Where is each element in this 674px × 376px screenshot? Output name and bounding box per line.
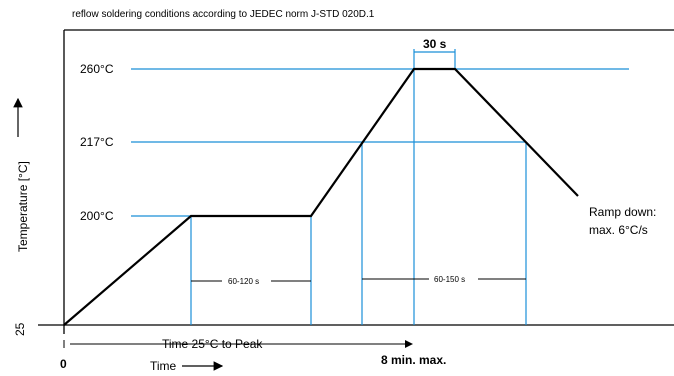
max-time-label: 8 min. max. xyxy=(381,353,446,367)
diagram-caption: reflow soldering conditions according to… xyxy=(72,9,375,20)
temp-label-200: 200°C xyxy=(80,209,114,223)
diagram-frame xyxy=(38,29,674,334)
temp-label-217: 217°C xyxy=(80,135,114,149)
origin-label: 0 xyxy=(60,357,67,371)
soak-interval-label: 60-120 s xyxy=(228,277,259,286)
reflow-profile-curve xyxy=(63,67,579,326)
ramp-down-line-2: max. 6°C/s xyxy=(589,223,648,237)
x-axis-label: Time xyxy=(150,359,177,373)
ramp-down-line-1: Ramp down: xyxy=(589,205,656,219)
peak-duration-label: 30 s xyxy=(423,37,447,51)
temp-label-260: 260°C xyxy=(80,62,114,76)
temp-label-25: 25 xyxy=(13,322,27,336)
y-axis-label: Temperature [°C] xyxy=(16,161,30,252)
temperature-guides xyxy=(131,68,629,217)
time-to-peak-label: Time 25°C to Peak xyxy=(162,337,263,351)
liquidus-interval-label: 60-150 s xyxy=(434,275,465,284)
